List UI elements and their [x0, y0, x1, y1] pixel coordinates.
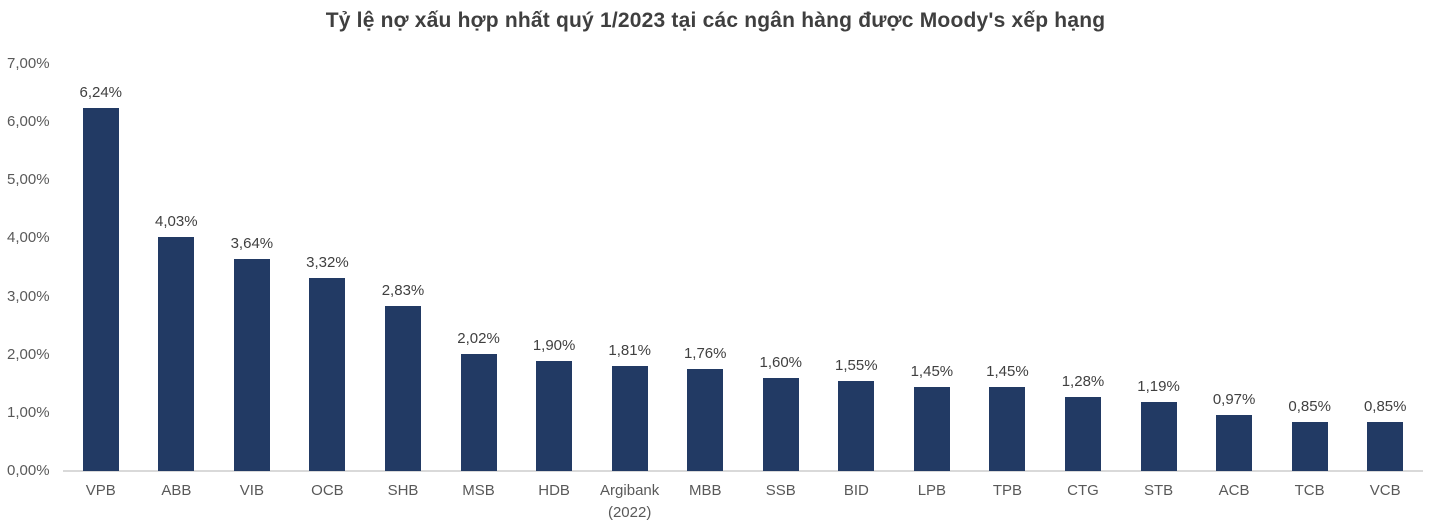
category-label: TCB [1294, 482, 1325, 499]
bar [158, 236, 195, 471]
category-label: CTG [1067, 482, 1099, 499]
y-tick-label: 5,00% [7, 171, 50, 189]
value-label: 2,02% [457, 329, 500, 347]
bar [1367, 421, 1404, 471]
category-label: HDB [538, 482, 570, 499]
value-label: 1,45% [910, 362, 954, 380]
category-label: ABB [161, 482, 192, 499]
bar [233, 259, 270, 471]
value-label: 1,19% [1137, 377, 1180, 395]
chart-title: Tỷ lệ nợ xấu hợp nhất quý 1/2023 tại các… [325, 9, 1106, 32]
value-label: 1,76% [683, 344, 727, 362]
value-label: 1,81% [608, 341, 651, 359]
value-label: 3,64% [230, 235, 274, 253]
category-label: MBB [688, 482, 722, 499]
value-label: 1,45% [986, 362, 1029, 380]
bar [1140, 401, 1177, 471]
value-label: 0,85% [1363, 397, 1407, 415]
x-axis-line [63, 470, 1423, 472]
bar [762, 377, 799, 471]
y-tick-label: 4,00% [7, 229, 50, 247]
y-tick-label: 3,00% [7, 287, 50, 305]
y-tick-label: 0,00% [7, 462, 50, 479]
category-label: ACB [1218, 482, 1250, 499]
bar [989, 386, 1026, 471]
bar [1065, 396, 1101, 471]
category-label: OCB [311, 482, 344, 499]
y-tick-label: 7,00% [7, 55, 50, 72]
category-label: BID [843, 482, 869, 499]
bar [913, 386, 950, 471]
bar [460, 353, 497, 471]
value-label: 1,28% [1061, 372, 1105, 390]
bar [1291, 421, 1328, 471]
category-label: LPB [917, 482, 947, 499]
bar [611, 365, 648, 471]
value-label: 0,97% [1212, 390, 1256, 408]
value-label: 4,03% [155, 212, 198, 230]
category-label: VIB [239, 482, 264, 499]
value-label: 0,85% [1288, 397, 1331, 415]
bar [309, 277, 346, 471]
bar [82, 108, 119, 471]
bar [687, 368, 724, 471]
category-label: TPB [992, 482, 1023, 499]
category-label: MSB [462, 482, 495, 499]
bar [536, 360, 573, 471]
value-label: 1,90% [532, 336, 576, 354]
value-label: 3,32% [306, 253, 349, 271]
bar [1216, 414, 1253, 471]
category-label: SSB [765, 482, 796, 499]
value-label: 1,55% [835, 356, 878, 374]
category-label: VPB [85, 482, 116, 499]
category-label: VCB [1369, 482, 1401, 499]
category-label: SHB [387, 482, 419, 499]
value-label: 1,60% [759, 353, 803, 371]
value-label: 2,83% [381, 282, 425, 300]
value-label: 6,24% [79, 84, 123, 102]
y-tick-label: 1,00% [7, 403, 50, 421]
category-label: Argibank (2022) [600, 482, 660, 521]
y-tick-label: 6,00% [7, 113, 50, 131]
bar [385, 306, 421, 471]
bar [838, 380, 875, 471]
y-tick-label: 2,00% [7, 345, 50, 363]
category-label: STB [1143, 482, 1174, 499]
